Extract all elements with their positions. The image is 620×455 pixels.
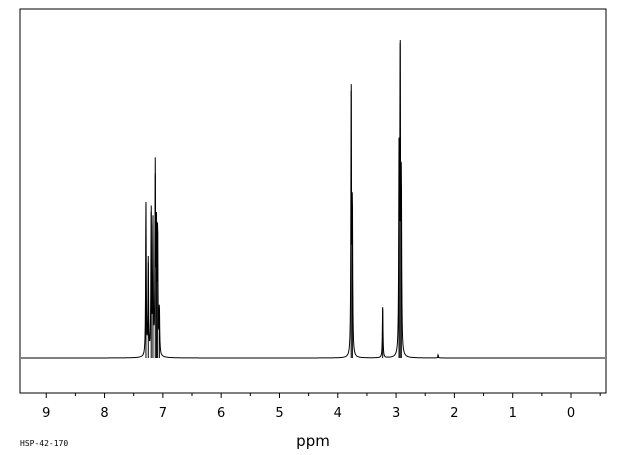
- x-tick-label: 1: [509, 406, 517, 421]
- x-axis-ticks: [45, 393, 601, 398]
- x-axis-tick-labels: 9 8 7 6 5 4 3 2 1 0: [42, 406, 575, 421]
- x-tick-label: 7: [159, 406, 167, 421]
- plot-frame: [19, 8, 607, 394]
- peak-markers: [145, 43, 439, 358]
- x-tick-label: 8: [100, 406, 108, 421]
- x-tick-label: 9: [42, 406, 50, 421]
- x-tick-label: 0: [567, 406, 575, 421]
- x-axis-title: ppm: [296, 432, 330, 450]
- sample-id-label: HSP-42-170: [20, 439, 68, 448]
- spectrum-trace: [21, 39, 605, 359]
- x-tick-label: 5: [275, 406, 283, 421]
- x-tick-label: 3: [392, 406, 400, 421]
- x-tick-label: 6: [217, 406, 225, 421]
- x-tick-label: 2: [450, 406, 458, 421]
- x-tick-label: 4: [334, 406, 342, 421]
